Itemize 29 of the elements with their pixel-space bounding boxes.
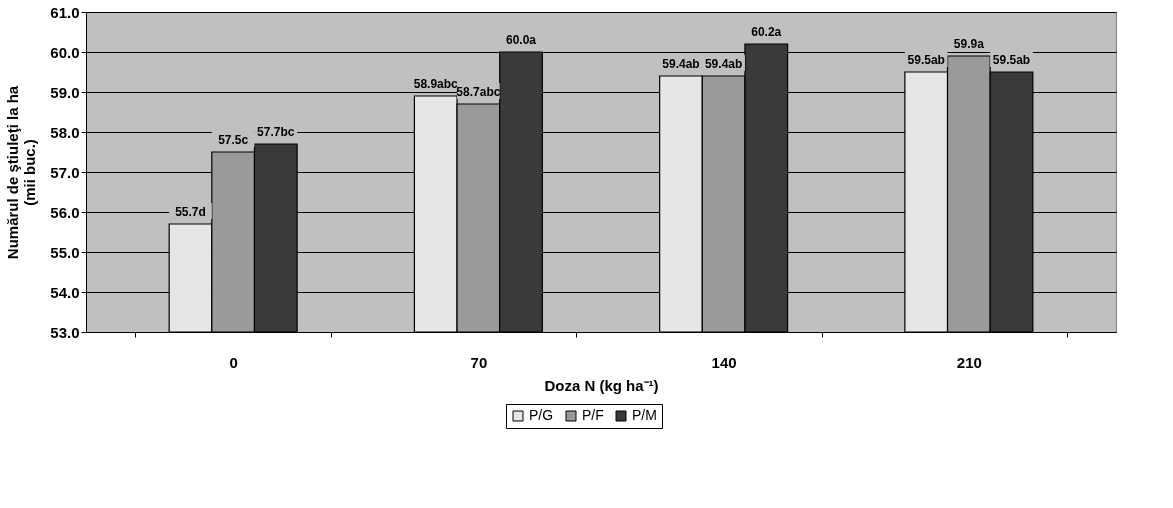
x-tick-label: 210 [956, 353, 982, 371]
y-tick-label: 57.0 [50, 163, 80, 181]
x-tick-label: 70 [470, 353, 488, 371]
x-axis-title: Doza N (kg ha⁻¹) [544, 376, 659, 394]
y-tick-label: 56.0 [50, 203, 80, 221]
y-tick-label: 58.0 [50, 123, 80, 141]
y-tick-label: 53.0 [50, 323, 80, 341]
y-tick-label: 61.0 [50, 3, 80, 21]
data-label: 59.5ab [992, 53, 1031, 67]
x-tick-label: 140 [711, 353, 737, 371]
x-tick-label: 0 [229, 353, 238, 371]
data-label: 57.5c [218, 133, 249, 147]
data-label: 60.0a [506, 33, 537, 47]
data-label: 59.9a [953, 37, 985, 51]
y-axis-title: Numărul de ştiuleţi la ha (mii buc.) [4, 85, 39, 260]
y-tick-label: 60.0 [50, 43, 80, 61]
data-label: 57.7bc [257, 125, 295, 139]
data-label: 60.2a [751, 25, 782, 39]
data-label: 59.4ab [662, 57, 700, 71]
legend-label: P/F [582, 407, 604, 423]
data-label: 59.5ab [907, 53, 945, 67]
data-label: 59.4ab [704, 57, 743, 71]
y-tick-label: 55.0 [50, 243, 80, 261]
y-tick-label: 54.0 [50, 283, 80, 301]
y-tick-label: 59.0 [50, 83, 80, 101]
legend-label: P/G [529, 407, 554, 423]
data-label: 58.7abc [456, 85, 501, 99]
data-label: 55.7d [175, 205, 206, 219]
legend-label: P/M [632, 407, 657, 423]
